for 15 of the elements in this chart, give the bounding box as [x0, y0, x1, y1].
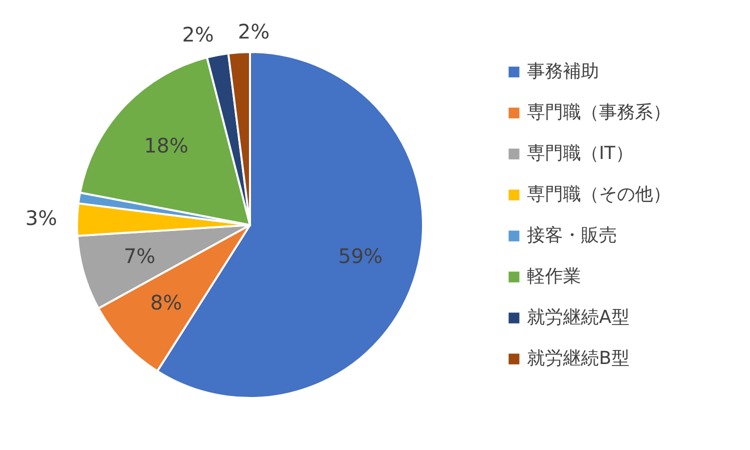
data-label: 18%	[144, 133, 188, 158]
legend-label: 専門職（その他）	[527, 184, 671, 205]
legend-label: 軽作業	[527, 266, 581, 287]
legend-label: 専門職（事務系）	[527, 102, 671, 123]
legend-label: 就労継続A型	[527, 307, 630, 328]
legend-label: 専門職（IT）	[527, 143, 634, 164]
data-label: 2%	[238, 19, 270, 44]
data-label: 7%	[124, 244, 156, 268]
data-label: 3%	[25, 206, 58, 230]
data-label: 59%	[338, 244, 383, 268]
legend-label: 接客・販売	[527, 225, 617, 246]
legend-label: 就労継続B型	[527, 348, 630, 369]
data-label: 2%	[182, 22, 214, 46]
data-label: 8%	[150, 290, 182, 315]
legend-label: 事務補助	[527, 61, 599, 82]
